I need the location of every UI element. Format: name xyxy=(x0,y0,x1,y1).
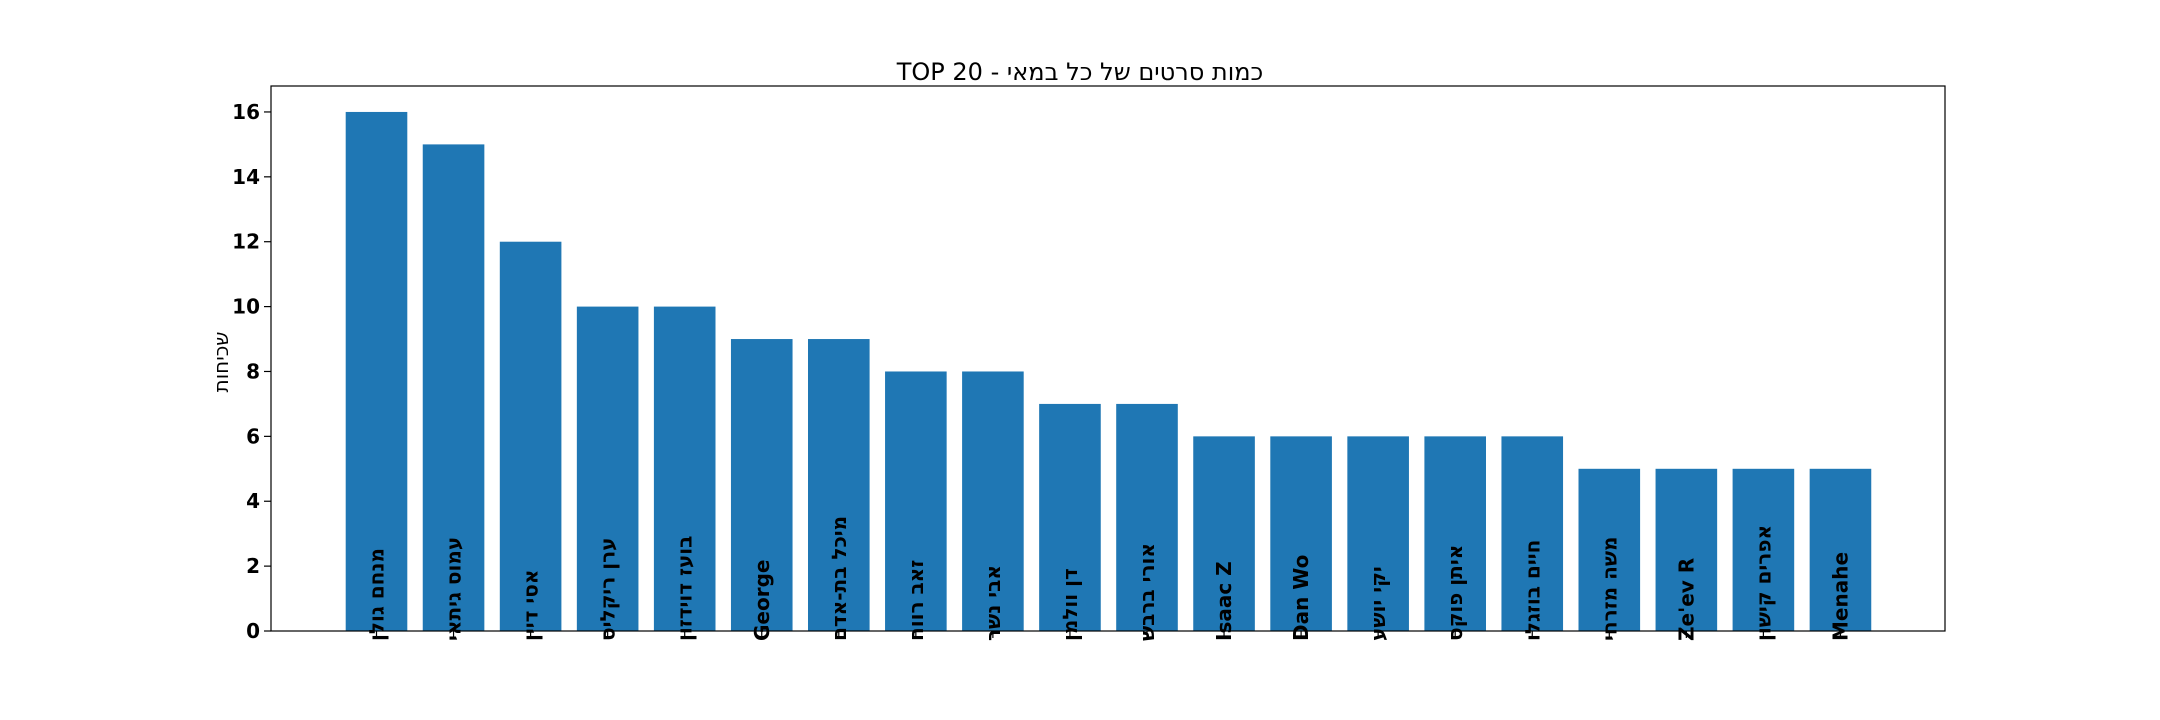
x-tick-label: Isaac Z xyxy=(1212,561,1236,641)
bar xyxy=(576,306,639,631)
chart-title: כמות סרטים של כל במאי - TOP 20 xyxy=(896,58,1263,86)
y-tick-label: 6 xyxy=(246,424,260,448)
x-tick-label: חיים בוזגלו xyxy=(1520,540,1544,641)
bar xyxy=(1424,436,1486,631)
y-axis: 0 2 4 6 8 10 12 14 16 xyxy=(232,100,271,643)
x-tick-label: George xyxy=(750,560,774,641)
bar xyxy=(653,306,716,631)
bar xyxy=(499,241,562,631)
y-tick-label: 2 xyxy=(246,554,260,578)
bar xyxy=(730,339,793,631)
y-tick-label: 8 xyxy=(246,359,260,383)
plot-area-frame xyxy=(270,85,1946,632)
bar xyxy=(1578,468,1641,631)
x-tick-label: מנחם גולן xyxy=(365,548,389,641)
x-tick-label: בועז דוידזון xyxy=(673,536,697,641)
bar xyxy=(1809,468,1872,631)
bar xyxy=(885,371,947,631)
bar xyxy=(1116,403,1178,631)
x-tick-label: זאב רווח xyxy=(904,560,928,641)
bar xyxy=(1732,468,1795,631)
y-tick-label: 10 xyxy=(232,295,260,319)
bar xyxy=(422,144,485,631)
x-tick-label: Menahe xyxy=(1828,552,1852,641)
x-tick-label: אסי דיין xyxy=(519,570,543,641)
bars-group xyxy=(345,111,1872,631)
bar xyxy=(962,371,1024,631)
y-tick-label: 4 xyxy=(246,489,260,513)
x-tick-label: ערן ריקליס xyxy=(596,538,620,641)
y-tick-label: 0 xyxy=(246,619,260,643)
bar xyxy=(1501,436,1564,631)
x-tick-label: דן וולמן xyxy=(1058,568,1082,641)
bar xyxy=(1039,403,1101,631)
bar xyxy=(1193,436,1255,631)
x-tick-label: עמוס גיתאי xyxy=(442,537,466,641)
y-tick-label: 16 xyxy=(232,100,260,124)
y-tick-label: 14 xyxy=(232,165,260,189)
x-tick-label: אפרים קישון xyxy=(1751,525,1775,641)
bar xyxy=(345,111,408,631)
bar xyxy=(1270,436,1332,631)
y-tick-label: 12 xyxy=(232,230,260,254)
x-tick-label: Dan Wo xyxy=(1289,555,1313,641)
x-tick-label: איתן פוקס xyxy=(1443,545,1467,641)
bar xyxy=(808,339,870,631)
bar xyxy=(1347,436,1409,631)
x-tick-label: משה מזרחי xyxy=(1597,537,1621,642)
x-axis: מנחם גולן עמוס גיתאי אסי דיין ערן ריקליס בוע… xyxy=(365,516,1853,641)
x-tick-label: אבי נשר xyxy=(981,565,1005,641)
bar xyxy=(1655,468,1718,631)
x-tick-label: Ze'ev R xyxy=(1674,558,1698,641)
x-tick-label: מיכל בת-אדם xyxy=(827,516,851,641)
y-axis-label: שכיחות xyxy=(209,332,233,393)
x-tick-label: אורי ברבש xyxy=(1135,543,1159,641)
x-tick-label: יקי יושע xyxy=(1366,566,1390,641)
